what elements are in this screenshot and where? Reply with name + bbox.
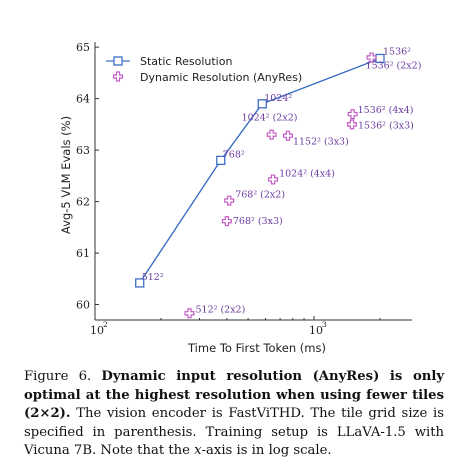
dynamic-point-label-3: 1024² (4x4) xyxy=(279,168,335,179)
dynamic-point-label-1: 768² (3x3) xyxy=(233,216,283,227)
y-axis-label: Avg-5 VLM Evals (%) xyxy=(59,116,73,234)
static-point-label-3: 1536² xyxy=(383,46,411,57)
legend: Static Resolution Dynamic Resolution (An… xyxy=(106,55,302,84)
legend-static-label: Static Resolution xyxy=(140,55,232,68)
dynamic-point-1 xyxy=(221,216,232,227)
caption-x-symbol: x xyxy=(194,443,202,458)
y-tick-label-64: 64 xyxy=(76,93,90,106)
x-tick-label-exp-100: 2 xyxy=(103,320,108,329)
legend-static-marker xyxy=(113,56,123,66)
dynamic-point-4 xyxy=(266,129,277,140)
series-layer: 512² 768² 1024² 1536² 512² (2x2) 768² (3x3) 76… xyxy=(135,46,422,319)
dynamic-point-7 xyxy=(346,119,357,130)
y-axis-ticks: 60 61 62 63 64 65 xyxy=(76,41,99,312)
static-point-1 xyxy=(216,155,226,166)
x-tick-label-base-100: 10 xyxy=(90,324,104,337)
dynamic-point-label-8: 1536² (2x2) xyxy=(366,60,422,71)
caption-text-1: The vision encoder is FastViTHD. The til… xyxy=(24,406,444,458)
legend-dynamic-marker xyxy=(112,71,124,82)
dynamic-point-label-5: 1152² (3x3) xyxy=(293,137,349,148)
dynamic-point-2 xyxy=(224,195,235,206)
static-point-0 xyxy=(135,278,145,288)
dynamic-point-0 xyxy=(184,308,195,319)
caption-text-2: -axis is in log scale. xyxy=(201,443,332,458)
y-tick-label-61: 61 xyxy=(76,247,90,260)
dynamic-point-5 xyxy=(282,130,293,141)
x-axis-label: Time To First Token (ms) xyxy=(187,341,326,355)
y-tick-label-60: 60 xyxy=(76,299,90,312)
static-resolution-line xyxy=(139,57,381,284)
dynamic-point-label-2: 768² (2x2) xyxy=(235,190,285,201)
figure-caption: Figure 6. Dynamic input resolution (AnyR… xyxy=(24,368,444,461)
plot-area xyxy=(94,42,412,321)
x-tick-label-base-1000: 10 xyxy=(309,324,323,337)
y-tick-label-62: 62 xyxy=(76,196,90,209)
caption-figure-label: Figure 6. xyxy=(24,369,92,384)
dynamic-point-label-7: 1536² (3x3) xyxy=(358,120,414,131)
static-point-label-1: 768² xyxy=(223,149,245,160)
caption-bold-text: Dynamic input resolution (AnyRes) is onl… xyxy=(24,369,444,421)
y-tick-label-65: 65 xyxy=(76,41,90,54)
dynamic-point-8 xyxy=(366,52,377,63)
dynamic-point-3 xyxy=(268,174,279,185)
dynamic-point-label-4: 1024² (2x2) xyxy=(242,113,298,124)
y-tick-label-63: 63 xyxy=(76,144,90,157)
x-tick-label-exp-1000: 3 xyxy=(322,320,327,329)
static-point-label-2: 1024² xyxy=(264,93,292,104)
static-point-2 xyxy=(257,99,267,109)
dynamic-point-label-0: 512² (2x2) xyxy=(195,304,245,315)
dynamic-point-6 xyxy=(347,109,358,120)
x-axis-ticks: 10 2 10 3 xyxy=(90,316,381,337)
static-point-label-0: 512² xyxy=(142,272,164,283)
chart: 60 61 62 63 64 65 10 2 10 3 Time To First Tok… xyxy=(59,41,422,355)
dynamic-point-label-6: 1536² (4x4) xyxy=(358,105,414,116)
legend-dynamic-label: Dynamic Resolution (AnyRes) xyxy=(140,71,302,84)
